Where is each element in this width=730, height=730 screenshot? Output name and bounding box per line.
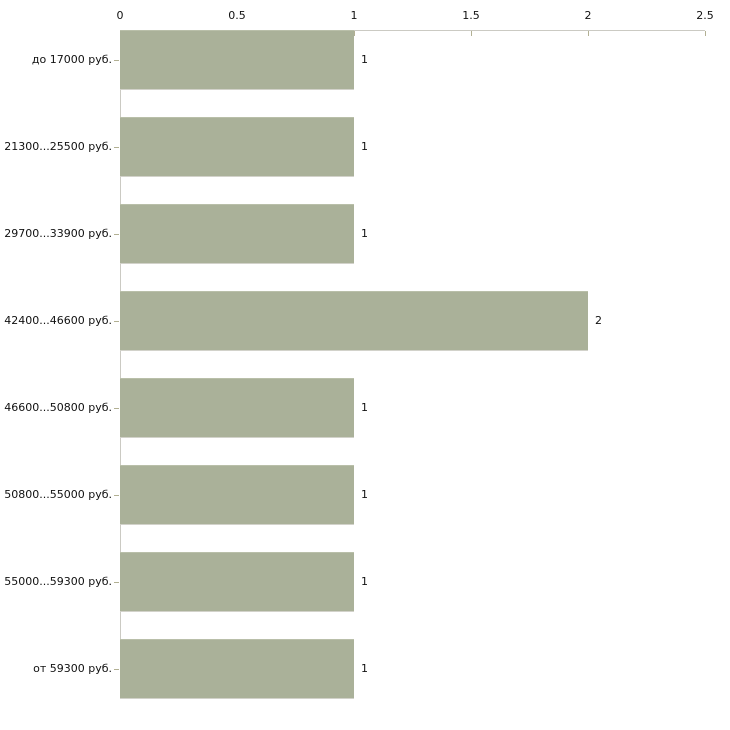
category-label: от 59300 руб.	[33, 662, 112, 675]
y-axis-tick-mark	[114, 321, 119, 322]
bar	[120, 465, 354, 525]
bar	[120, 552, 354, 612]
bar-value-label: 1	[361, 401, 368, 414]
category-label: 21300...25500 руб.	[4, 140, 112, 153]
bar-value-label: 1	[361, 53, 368, 66]
bar	[120, 117, 354, 177]
x-axis-tick-label: 1	[350, 9, 358, 22]
x-axis-tick-label: 0	[116, 9, 124, 22]
category-label: до 17000 руб.	[31, 53, 112, 66]
y-axis-tick-mark	[114, 147, 119, 148]
bar	[120, 30, 354, 90]
x-axis-tick-mark	[354, 31, 355, 36]
y-axis-tick-mark	[114, 60, 119, 61]
category-label: 50800...55000 руб.	[4, 488, 112, 501]
bar	[120, 204, 354, 264]
x-axis-tick-label: 2.5	[696, 9, 714, 22]
y-axis-tick-mark	[114, 234, 119, 235]
category-label: 29700...33900 руб.	[4, 227, 112, 240]
y-axis-tick-mark	[114, 408, 119, 409]
x-axis-tick-mark	[705, 31, 706, 36]
x-axis-line	[120, 30, 705, 31]
y-axis-tick-mark	[114, 669, 119, 670]
category-label: 46600...50800 руб.	[4, 401, 112, 414]
bar-value-label: 2	[595, 314, 602, 327]
bar-value-label: 1	[361, 227, 368, 240]
x-axis-tick-label: 0.5	[228, 9, 246, 22]
category-label: 42400...46600 руб.	[4, 314, 112, 327]
bar-value-label: 1	[361, 140, 368, 153]
x-axis-tick-mark	[588, 31, 589, 36]
x-axis-tick-label: 2	[584, 9, 592, 22]
y-axis-tick-mark	[114, 582, 119, 583]
y-axis-line	[120, 30, 121, 699]
bar	[120, 639, 354, 699]
category-label: 55000...59300 руб.	[4, 575, 112, 588]
bar-value-label: 1	[361, 488, 368, 501]
bar	[120, 378, 354, 438]
bar-value-label: 1	[361, 575, 368, 588]
y-axis-tick-mark	[114, 495, 119, 496]
bar-value-label: 1	[361, 662, 368, 675]
x-axis-tick-label: 1.5	[462, 9, 480, 22]
bar	[120, 291, 588, 351]
x-axis-tick-mark	[471, 31, 472, 36]
